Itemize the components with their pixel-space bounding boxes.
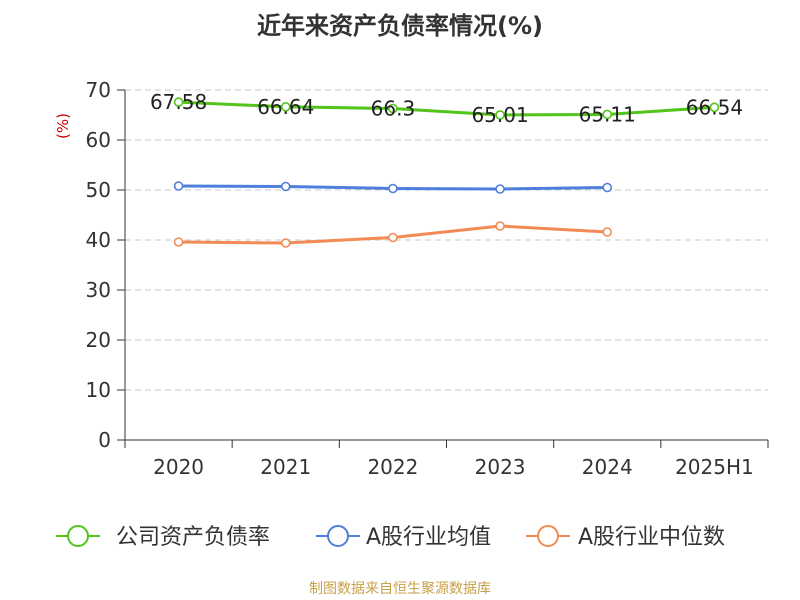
x-tick-label: 2020 <box>153 455 204 479</box>
data-point <box>495 184 505 194</box>
series-line-1 <box>178 100 715 117</box>
data-label: 66.54 <box>686 95 743 119</box>
y-tick-label: 60 <box>86 128 111 152</box>
legend: 公司资产负债率 A股行业均值 A股行业中位数 <box>56 525 725 550</box>
data-point <box>173 181 184 191</box>
data-label: 66.64 <box>257 95 314 119</box>
y-tick-label: 70 <box>86 78 111 102</box>
chart-title: 近年来资产负债率情况(%) <box>257 12 543 40</box>
data-label: 65.11 <box>579 102 636 126</box>
x-tick-label: 2024 <box>582 455 633 479</box>
y-tick-label: 0 <box>98 428 111 452</box>
data-point <box>173 97 184 107</box>
y-tick-label: 30 <box>86 278 111 302</box>
y-tick-label: 10 <box>86 378 111 402</box>
data-point <box>388 103 398 114</box>
y-tick-label: 40 <box>86 228 111 252</box>
data-label: 67.58 <box>150 90 207 114</box>
x-tick-label: 2022 <box>367 455 418 479</box>
legend-label: 公司资产负债率 <box>116 525 270 550</box>
data-point <box>173 237 184 247</box>
x-tick-label: 2021 <box>260 455 311 479</box>
legend-marker <box>537 525 559 547</box>
axis-layer: 0 10 20 30 40 50 60 70 2020 2021 2022 2023 2024 2025H… <box>54 78 769 479</box>
legend-marker <box>327 525 349 547</box>
y-tick-label: 20 <box>86 328 111 352</box>
y-axis-unit-label: (%) <box>54 113 72 139</box>
data-point <box>388 232 398 243</box>
legend-label: A股行业中位数 <box>578 525 725 550</box>
data-point <box>602 182 613 193</box>
x-tick-label: 2025H1 <box>675 455 754 479</box>
x-tick-label: 2023 <box>475 455 526 479</box>
grid-layer <box>125 89 768 391</box>
chart-source: 制图数据来自恒生聚源数据库 <box>309 581 491 597</box>
data-label: 65.01 <box>471 103 528 127</box>
y-tick-label: 50 <box>86 178 111 202</box>
data-point <box>388 183 398 194</box>
data-point <box>495 221 505 231</box>
legend-label: A股行业均值 <box>366 525 491 550</box>
data-point <box>280 102 291 112</box>
data-point <box>280 181 291 192</box>
label-layer: 67.58 66.64 66.3 65.01 65.11 66.54 <box>150 90 743 127</box>
legend-marker <box>67 525 89 547</box>
series-layer <box>173 97 720 248</box>
data-point <box>602 227 613 237</box>
data-point <box>709 102 720 113</box>
data-point <box>602 109 613 120</box>
data-point <box>495 110 505 120</box>
data-point <box>280 238 291 248</box>
data-label: 66.3 <box>371 97 416 121</box>
